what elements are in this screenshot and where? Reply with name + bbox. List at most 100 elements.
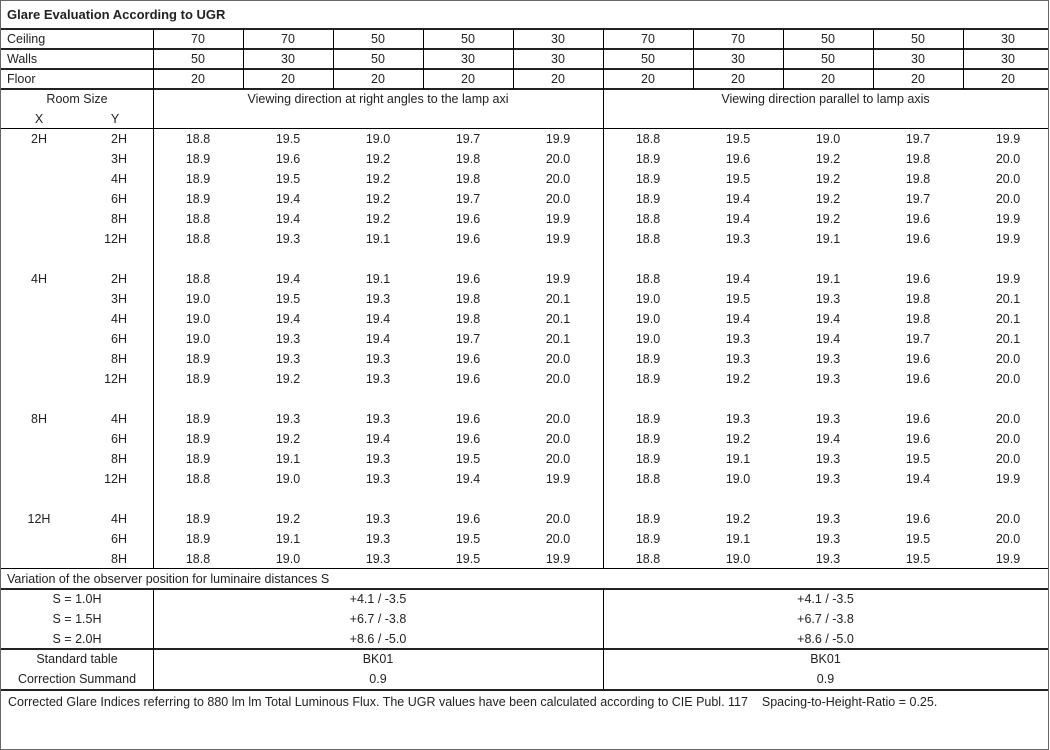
reflectance-value: 30 xyxy=(551,52,565,66)
ugr-value: 19.5 xyxy=(725,132,751,146)
ugr-value: 19.3 xyxy=(275,232,301,246)
ugr-value: 18.8 xyxy=(635,132,661,146)
ugr-value: 20.0 xyxy=(545,532,571,546)
reflectance-value: 20 xyxy=(551,72,565,86)
reflectance-value: 50 xyxy=(371,52,385,66)
ugr-value: 19.3 xyxy=(275,412,301,426)
ugr-value: 19.6 xyxy=(905,512,931,526)
reflectance-value: 20 xyxy=(821,72,835,86)
ugr-value: 19.3 xyxy=(275,352,301,366)
ugr-value: 19.4 xyxy=(725,272,751,286)
ugr-value: 19.4 xyxy=(815,312,841,326)
reflectance-value: 50 xyxy=(371,32,385,46)
room-size-header: Room Size xyxy=(46,92,108,106)
ugr-value: 19.0 xyxy=(185,332,211,346)
ugr-value: 19.5 xyxy=(455,452,481,466)
ugr-value: 19.8 xyxy=(455,172,481,186)
room-y: 6H xyxy=(111,432,127,446)
ugr-value: 19.3 xyxy=(815,412,841,426)
divider xyxy=(243,29,244,89)
ugr-value: 18.9 xyxy=(635,352,661,366)
ugr-value: 18.9 xyxy=(185,152,211,166)
reflectance-value: 20 xyxy=(641,72,655,86)
divider xyxy=(333,29,334,89)
ugr-value: 19.8 xyxy=(905,312,931,326)
ugr-value: 20.0 xyxy=(995,532,1021,546)
standard-row: Standard table BK01 BK01 xyxy=(1,649,1048,669)
ugr-value: 18.9 xyxy=(635,172,661,186)
reflectance-value: 30 xyxy=(1001,32,1015,46)
ugr-value: 19.4 xyxy=(725,192,751,206)
ugr-value: 20.0 xyxy=(545,372,571,386)
variation-heading: Variation of the observer position for l… xyxy=(7,572,330,586)
table-row: 8H 4H 18.9 19.3 19.3 19.6 20.0 18.9 19.3 19.3 19.6… xyxy=(1,409,1048,429)
direction-parallel-header: Viewing direction parallel to lamp axis xyxy=(721,92,930,106)
ugr-value: 19.9 xyxy=(995,212,1021,226)
ugr-value: 20.1 xyxy=(995,292,1021,306)
ugr-value: 19.2 xyxy=(815,152,841,166)
ugr-value: 18.9 xyxy=(635,432,661,446)
table-row: 6H 18.9 19.1 19.3 19.5 20.0 18.9 19.1 19.3 19.5 20… xyxy=(1,529,1048,549)
table-row: 6H 19.0 19.3 19.4 19.7 20.1 19.0 19.3 19.4 19.7 20… xyxy=(1,329,1048,349)
ugr-value: 19.3 xyxy=(815,352,841,366)
ugr-value: 19.1 xyxy=(365,272,391,286)
table-row: 2H 2H 18.8 19.5 19.0 19.7 19.9 18.8 19.5 19.0 19.7… xyxy=(1,129,1048,149)
ugr-value: 19.4 xyxy=(725,312,751,326)
divider xyxy=(1,689,1048,691)
ugr-value: 19.7 xyxy=(455,192,481,206)
ugr-value: 18.9 xyxy=(185,352,211,366)
ugr-value: 19.5 xyxy=(455,552,481,566)
ugr-value: 19.9 xyxy=(995,272,1021,286)
ugr-value: 20.0 xyxy=(995,172,1021,186)
ugr-value: 18.8 xyxy=(185,212,211,226)
variation-label: S = 1.0H xyxy=(52,592,102,606)
ugr-value: 19.0 xyxy=(185,292,211,306)
reflectance-value: 20 xyxy=(281,72,295,86)
ugr-value: 19.7 xyxy=(905,192,931,206)
ugr-value: 19.6 xyxy=(455,232,481,246)
ugr-value: 20.1 xyxy=(545,312,571,326)
reflectance-row-floor: Floor 20 20 20 20 20 20 20 20 20 20 xyxy=(1,69,1048,89)
room-y: 3H xyxy=(111,292,127,306)
ugr-value: 19.3 xyxy=(815,372,841,386)
ugr-value: 20.0 xyxy=(995,412,1021,426)
table-row: 6H 18.9 19.2 19.4 19.6 20.0 18.9 19.2 19.4 19.6 20… xyxy=(1,429,1048,449)
ugr-value: 19.6 xyxy=(275,152,301,166)
ugr-value: 20.1 xyxy=(995,312,1021,326)
ugr-value: 19.0 xyxy=(275,552,301,566)
ugr-value: 19.4 xyxy=(455,472,481,486)
ugr-value: 19.7 xyxy=(455,132,481,146)
ugr-value: 18.8 xyxy=(185,132,211,146)
ugr-value: 19.2 xyxy=(275,512,301,526)
reflectance-value: 50 xyxy=(821,52,835,66)
y-header: Y xyxy=(110,112,120,126)
ugr-value: 19.7 xyxy=(905,332,931,346)
ugr-value: 19.3 xyxy=(365,292,391,306)
table-row: 8H 18.9 19.1 19.3 19.5 20.0 18.9 19.1 19.3 19.5 20… xyxy=(1,449,1048,469)
ugr-value: 20.0 xyxy=(995,352,1021,366)
ugr-value: 18.9 xyxy=(185,512,211,526)
reflectance-value: 70 xyxy=(281,32,295,46)
ugr-value: 19.6 xyxy=(905,432,931,446)
reflectance-value: 30 xyxy=(281,52,295,66)
ugr-value: 19.5 xyxy=(905,552,931,566)
ugr-value: 18.8 xyxy=(185,552,211,566)
ugr-value: 19.4 xyxy=(275,212,301,226)
table-row: 8H 18.8 19.0 19.3 19.5 19.9 18.8 19.0 19.3 19.5 19… xyxy=(1,549,1048,569)
ugr-value: 19.6 xyxy=(455,432,481,446)
ugr-value: 19.2 xyxy=(725,432,751,446)
ugr-value: 19.2 xyxy=(275,372,301,386)
room-y: 8H xyxy=(111,452,127,466)
ugr-value: 19.5 xyxy=(725,292,751,306)
room-x: 2H xyxy=(31,132,47,146)
ugr-value: 19.5 xyxy=(275,292,301,306)
room-y: 6H xyxy=(111,532,127,546)
ugr-value: 19.5 xyxy=(905,452,931,466)
ugr-value: 19.5 xyxy=(275,172,301,186)
ugr-value: 19.3 xyxy=(365,412,391,426)
ugr-value: 19.6 xyxy=(455,512,481,526)
reflectance-row-walls: Walls 50 30 50 30 30 50 30 50 30 30 xyxy=(1,49,1048,69)
ugr-value: 19.4 xyxy=(365,312,391,326)
ugr-value: 19.9 xyxy=(545,552,571,566)
ugr-value: 19.4 xyxy=(275,272,301,286)
